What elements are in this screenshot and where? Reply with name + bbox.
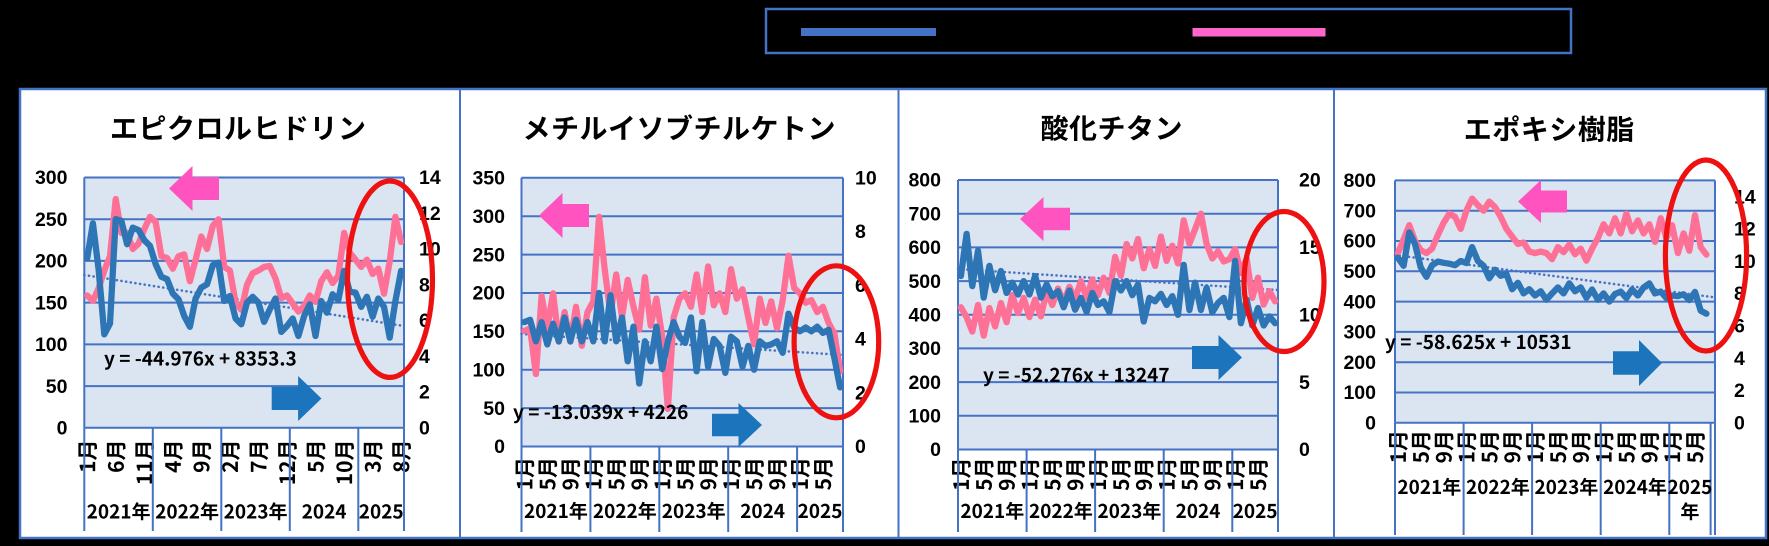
svg-text:350: 350: [472, 168, 505, 190]
svg-text:0: 0: [930, 439, 941, 461]
svg-text:700: 700: [1343, 200, 1376, 222]
svg-text:0: 0: [1365, 413, 1376, 435]
svg-text:0: 0: [494, 436, 505, 458]
svg-text:0: 0: [855, 436, 866, 458]
svg-text:100: 100: [908, 406, 941, 428]
svg-text:8: 8: [855, 221, 866, 243]
svg-text:100: 100: [472, 359, 505, 381]
svg-text:2: 2: [419, 382, 430, 404]
svg-text:8: 8: [419, 275, 430, 297]
svg-text:4: 4: [1734, 348, 1745, 370]
svg-text:50: 50: [483, 398, 505, 420]
svg-text:100: 100: [1343, 382, 1376, 404]
svg-text:200: 200: [35, 251, 68, 273]
svg-text:300: 300: [472, 206, 505, 228]
svg-text:6: 6: [1734, 316, 1745, 338]
svg-text:6: 6: [419, 310, 430, 332]
svg-text:2: 2: [855, 383, 866, 405]
svg-text:4: 4: [855, 329, 866, 351]
svg-text:250: 250: [472, 244, 505, 266]
svg-text:500: 500: [908, 271, 941, 293]
svg-text:800: 800: [908, 170, 941, 192]
svg-text:700: 700: [908, 203, 941, 225]
svg-text:800: 800: [1343, 170, 1376, 192]
svg-text:5: 5: [1299, 372, 1310, 394]
svg-text:0: 0: [1299, 439, 1310, 461]
svg-text:300: 300: [1343, 322, 1376, 344]
svg-text:200: 200: [1343, 352, 1376, 374]
svg-text:50: 50: [46, 376, 68, 398]
svg-text:4: 4: [419, 346, 430, 368]
svg-text:14: 14: [419, 167, 441, 189]
svg-text:150: 150: [35, 292, 68, 314]
svg-text:20: 20: [1299, 170, 1321, 192]
svg-text:200: 200: [908, 372, 941, 394]
svg-text:8: 8: [1734, 283, 1745, 305]
svg-text:0: 0: [419, 418, 430, 440]
svg-text:150: 150: [472, 321, 505, 343]
svg-text:400: 400: [1343, 291, 1376, 313]
svg-text:6: 6: [855, 275, 866, 297]
svg-text:600: 600: [908, 237, 941, 259]
svg-text:400: 400: [908, 304, 941, 326]
svg-text:0: 0: [1734, 413, 1745, 435]
svg-text:300: 300: [35, 167, 68, 189]
svg-text:0: 0: [57, 418, 68, 440]
svg-text:200: 200: [472, 283, 505, 305]
svg-text:250: 250: [35, 209, 68, 231]
svg-text:2: 2: [1734, 380, 1745, 402]
svg-text:600: 600: [1343, 231, 1376, 253]
svg-text:100: 100: [35, 334, 68, 356]
svg-text:500: 500: [1343, 261, 1376, 283]
svg-text:10: 10: [855, 168, 877, 190]
svg-text:300: 300: [908, 338, 941, 360]
